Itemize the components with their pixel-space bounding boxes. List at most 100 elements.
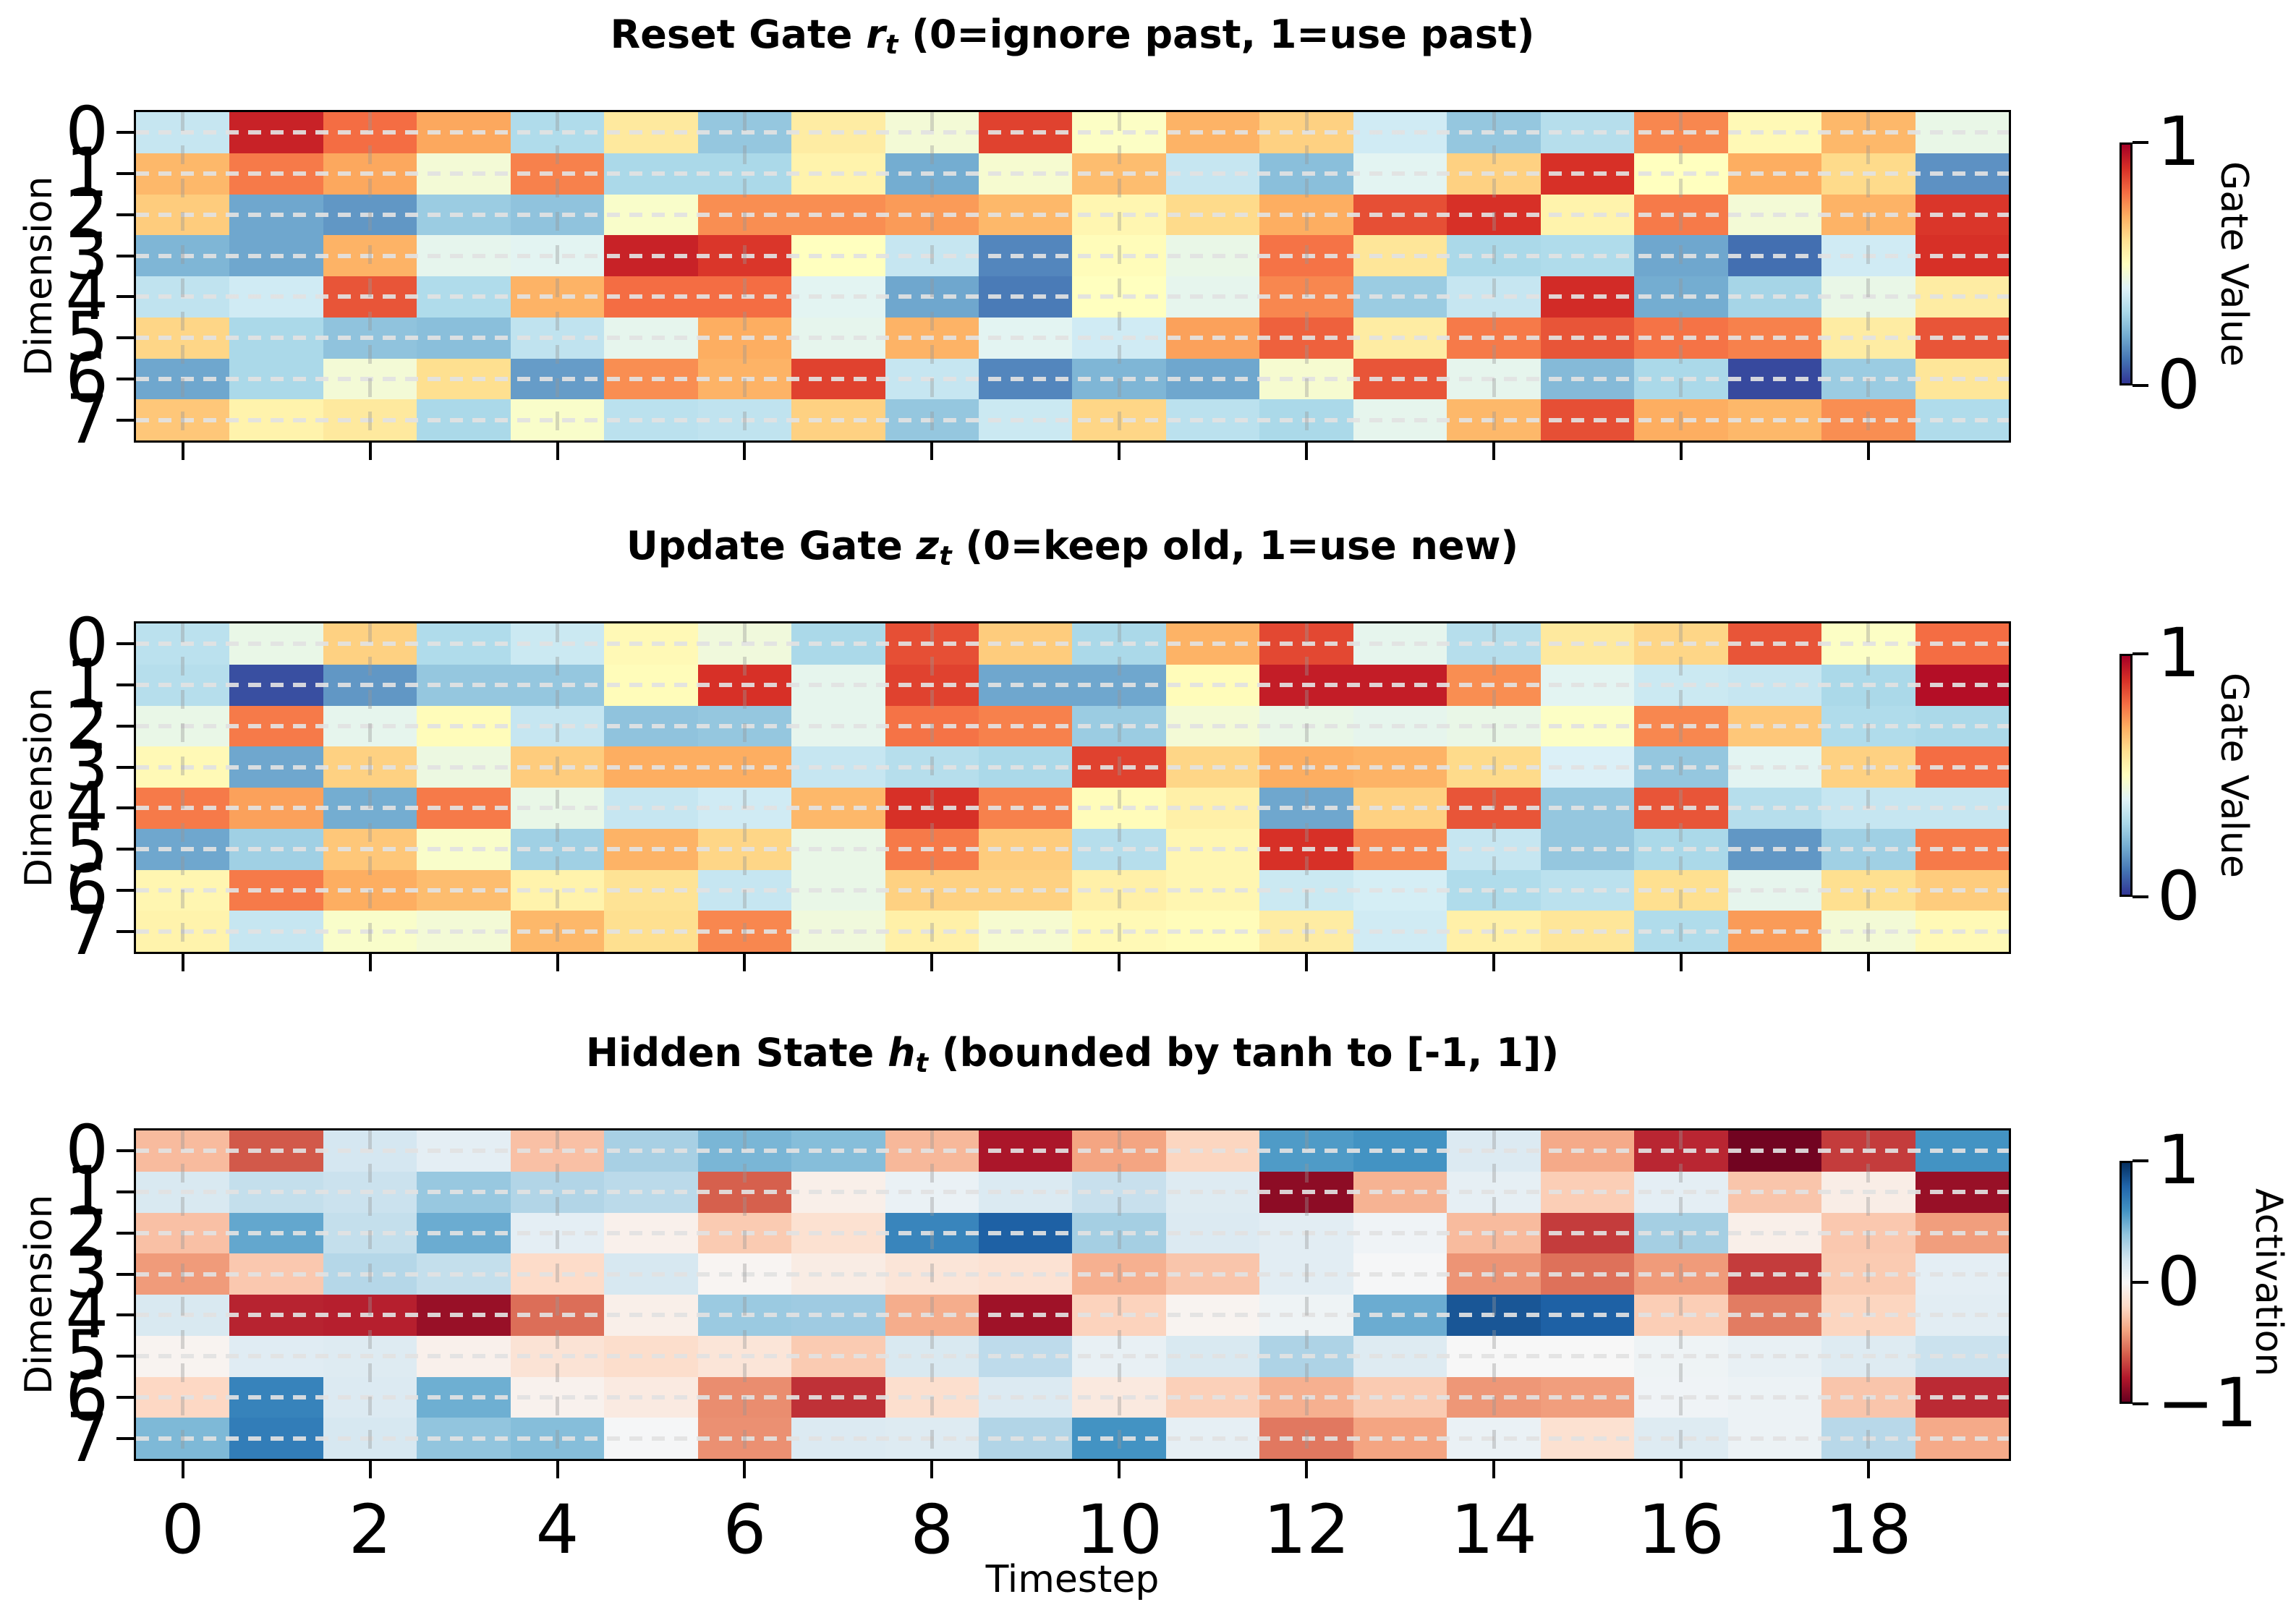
heatmap-cell <box>510 911 605 952</box>
heatmap-cell <box>1634 194 1728 236</box>
title-math-var: z <box>916 523 940 568</box>
heatmap-cell <box>604 317 698 359</box>
heatmap-cell <box>323 1335 417 1377</box>
heatmap-cell <box>791 358 885 400</box>
x-tick-label: 2 <box>348 1491 392 1569</box>
heatmap-cell <box>323 1253 417 1295</box>
y-tick-mark <box>116 724 134 728</box>
heatmap-cell <box>1353 1253 1447 1295</box>
heatmap-cell <box>1540 828 1635 870</box>
heatmap-cell <box>1915 112 2009 153</box>
heatmap-cell <box>1634 1171 1728 1213</box>
colorbar-tick-mark <box>2133 1402 2148 1405</box>
heatmap-cell <box>1353 1212 1447 1254</box>
heatmap-cell <box>1915 399 2009 440</box>
heatmap-cell <box>1447 399 1541 440</box>
heatmap-cell <box>136 1253 230 1295</box>
heatmap-cell <box>1072 623 1166 665</box>
heatmap-cell <box>323 358 417 400</box>
x-tick-label: 12 <box>1263 1491 1350 1569</box>
heatmap-cell <box>136 1130 230 1172</box>
heatmap-cell <box>1915 869 2009 911</box>
heatmap-cell <box>417 317 511 359</box>
heatmap-cell <box>136 1376 230 1418</box>
heatmap-cell <box>1072 746 1166 788</box>
colorbar-tick-mark <box>2133 1159 2148 1162</box>
heatmap-cell <box>1165 276 1260 318</box>
heatmap-cell <box>229 1418 323 1459</box>
y-axis-label: Dimension <box>17 1194 61 1395</box>
y-tick-mark <box>116 295 134 299</box>
heatmap-cell <box>1727 1418 1822 1459</box>
x-tick-mark <box>1679 954 1683 971</box>
x-tick-mark <box>743 443 747 460</box>
heatmap-cell <box>510 1376 605 1418</box>
heatmap-cell <box>1165 194 1260 236</box>
y-tick-label: 2 <box>65 1193 109 1272</box>
heatmap-cell <box>1165 1335 1260 1377</box>
heatmap-cell <box>604 623 698 665</box>
heatmap-cell <box>1915 235 2009 276</box>
heatmap-cell <box>697 746 792 788</box>
heatmap-cell <box>885 1335 979 1377</box>
heatmap-cell <box>1259 869 1353 911</box>
heatmap-cell <box>1447 153 1541 195</box>
heatmap-cell <box>1165 705 1260 747</box>
heatmap-cell <box>1915 1335 2009 1377</box>
heatmap-cell <box>1727 317 1822 359</box>
heatmap-cell <box>1165 399 1260 440</box>
x-tick-mark <box>556 954 559 971</box>
heatmap-cell <box>1821 235 1916 276</box>
heatmap-cell <box>1447 788 1541 829</box>
x-tick-mark <box>368 1461 372 1478</box>
heatmap-cell <box>1259 828 1353 870</box>
y-tick-label: 5 <box>65 809 109 889</box>
heatmap-cell <box>885 112 979 153</box>
heatmap-cell <box>1821 1212 1916 1254</box>
heatmap-cell <box>791 153 885 195</box>
heatmap-cell <box>885 1171 979 1213</box>
heatmap-cell <box>1727 1335 1822 1377</box>
heatmap-cell <box>885 153 979 195</box>
heatmap-cell <box>604 112 698 153</box>
heatmap-cell <box>417 194 511 236</box>
heatmap-cell <box>1072 399 1166 440</box>
heatmap-cell <box>417 746 511 788</box>
heatmap-cell <box>979 1212 1073 1254</box>
heatmap-cell <box>1634 112 1728 153</box>
heatmap-cell <box>136 788 230 829</box>
y-tick-mark <box>116 1190 134 1194</box>
heatmap-cell <box>885 1418 979 1459</box>
heatmap-cell <box>697 664 792 706</box>
heatmap-cell <box>791 276 885 318</box>
y-tick-label: 7 <box>65 1398 109 1478</box>
heatmap-cell <box>323 623 417 665</box>
heatmap-cell <box>229 664 323 706</box>
heatmap-cell <box>1353 194 1447 236</box>
heatmap-cell <box>1727 153 1822 195</box>
heatmap-cell <box>1353 153 1447 195</box>
heatmap-cell <box>1072 1130 1166 1172</box>
heatmap-cell <box>1915 317 2009 359</box>
heatmap-cell <box>1353 276 1447 318</box>
heatmap-cell <box>1072 153 1166 195</box>
heatmap-cell <box>1727 788 1822 829</box>
y-tick-mark <box>116 765 134 769</box>
heatmap-cell <box>417 828 511 870</box>
heatmap-cell <box>136 1418 230 1459</box>
heatmap-cell <box>1821 623 1916 665</box>
heatmap-cell <box>979 664 1073 706</box>
colorbar-label: Activation <box>2247 1188 2290 1377</box>
heatmap-cell <box>510 1130 605 1172</box>
heatmap-cell <box>604 276 698 318</box>
x-tick-mark <box>930 1461 934 1478</box>
heatmap-cell <box>1072 317 1166 359</box>
heatmap-cell <box>1540 911 1635 952</box>
heatmap-cell <box>1259 1171 1353 1213</box>
heatmap-cell <box>979 1418 1073 1459</box>
heatmap-cell <box>510 746 605 788</box>
heatmap-cell <box>885 399 979 440</box>
heatmap-cell <box>1727 664 1822 706</box>
heatmap-cell <box>979 1335 1073 1377</box>
y-tick-label: 0 <box>65 1111 109 1190</box>
